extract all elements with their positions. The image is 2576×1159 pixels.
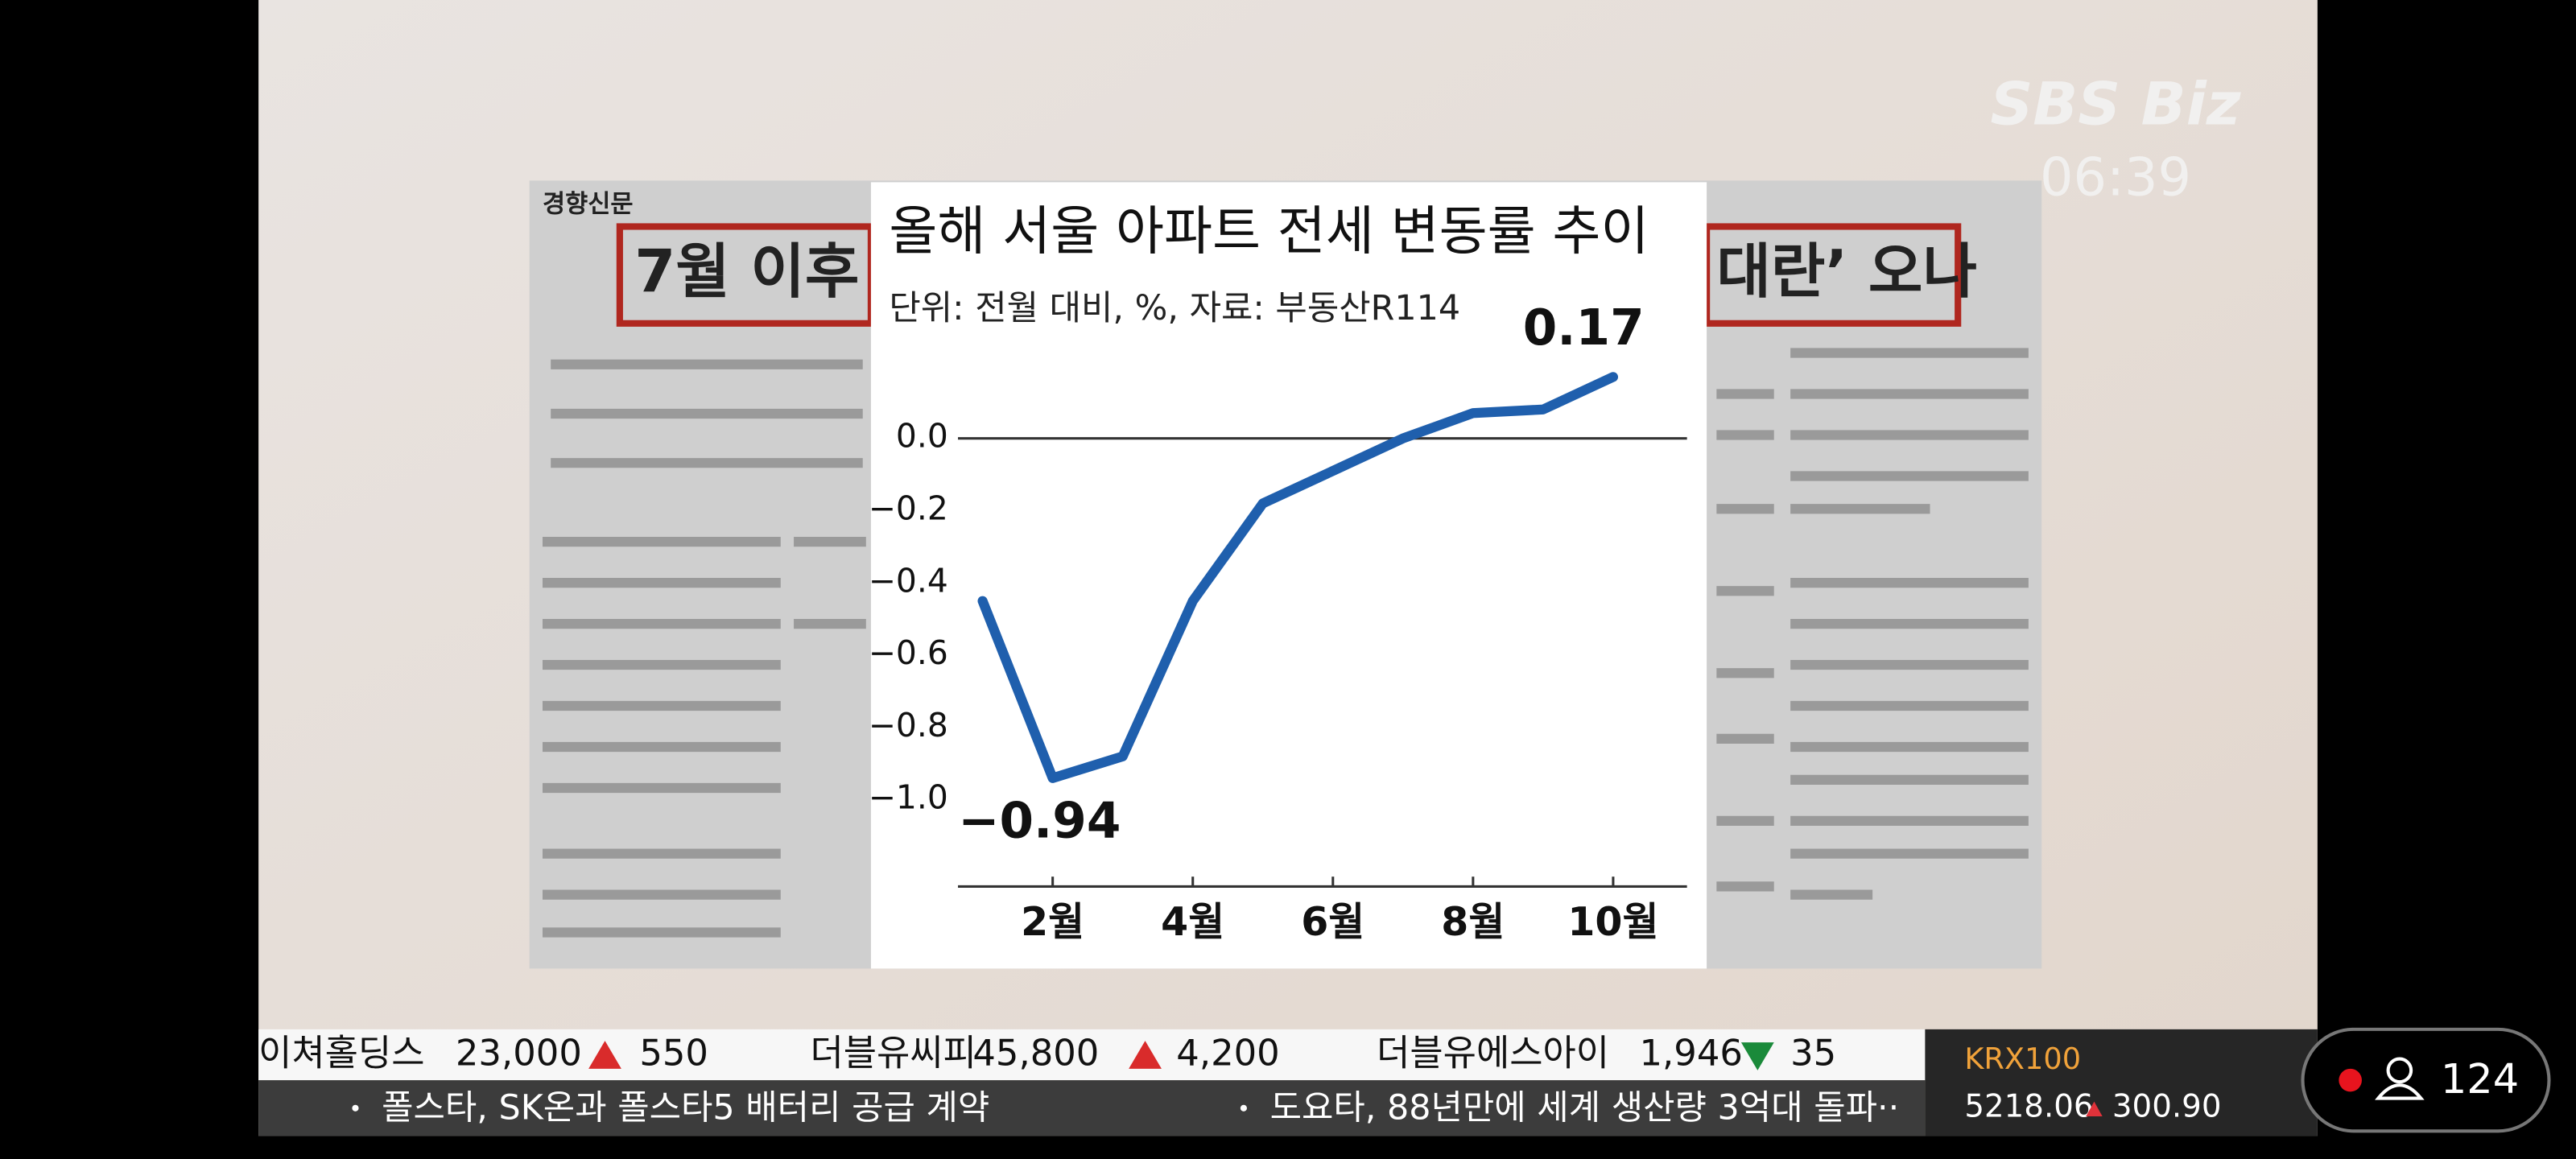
stock-change: 4,200 [1176, 1032, 1279, 1074]
index-box [1925, 1029, 2318, 1136]
x-tick-label: 2월 [1021, 899, 1084, 945]
stock-price: 45,800 [972, 1032, 1099, 1074]
newspaper-name: 경향신문 [543, 190, 634, 218]
y-tick-label: −0.4 [869, 561, 948, 600]
viewer-pill[interactable] [2301, 1027, 2551, 1133]
data-label: −0.94 [958, 792, 1121, 849]
y-tick-label: 0.0 [896, 417, 948, 456]
person-icon [2375, 1057, 2425, 1100]
broadcast-time: 06:39 [2040, 146, 2191, 208]
index-name: KRX100 [1964, 1041, 2081, 1076]
up-arrow [1129, 1041, 1162, 1069]
x-tick-label: 4월 [1161, 899, 1224, 945]
stock-change: 550 [639, 1032, 708, 1074]
y-tick-label: −0.8 [869, 706, 948, 744]
up-arrow [588, 1041, 621, 1069]
x-tick-label: 10월 [1567, 899, 1658, 945]
stock-ticker-bar [258, 1029, 1926, 1081]
stock-price: 1,946 [1639, 1032, 1742, 1074]
stock-name: 이쳐홀딩스 [258, 1032, 424, 1074]
bullet [352, 1104, 359, 1112]
live-dot [2339, 1068, 2362, 1092]
news-headline: 도요타, 88년만에 세계 생산량 3억대 돌파·· [1270, 1087, 1900, 1128]
data-line [977, 372, 1619, 783]
chart: 올해 서울 아파트 전세 변동률 추이 단위: 전월 대비, %, 자료: 부동… [869, 182, 1707, 969]
newspaper-body [542, 348, 2029, 938]
viewer-count: 124 [2441, 1056, 2519, 1103]
news-headline: 폴스타, SK온과 폴스타5 배터리 공급 계약 [382, 1087, 989, 1128]
y-tick-label: −0.2 [869, 489, 948, 527]
news-ticker-bar [258, 1080, 1926, 1136]
data-label: 0.17 [1523, 299, 1645, 357]
x-tick-label: 6월 [1301, 899, 1364, 945]
chart-panel [870, 182, 1707, 969]
chart-subtitle: 단위: 전월 대비, %, 자료: 부동산R114 [889, 288, 1460, 328]
stock-change: 35 [1790, 1032, 1836, 1074]
stock-name: 더블유에스아이 [1377, 1032, 1609, 1074]
up-arrow [2086, 1101, 2103, 1116]
stock-price: 23,000 [456, 1032, 582, 1074]
x-tick-label: 8월 [1441, 899, 1505, 945]
viewer-badge[interactable]: 124 [2301, 1027, 2551, 1133]
stock-name: 더블유씨피 [810, 1032, 976, 1074]
index-change: 300.90 [2112, 1088, 2222, 1124]
channel-logo: SBS Biz [1990, 71, 2241, 139]
index-value: 5218.06 [1964, 1088, 2093, 1124]
y-tick-label: −1.0 [869, 778, 948, 817]
chart-title: 올해 서울 아파트 전세 변동률 추이 [889, 201, 1649, 262]
down-arrow [1740, 1042, 1774, 1070]
headline-text: 대란’ 오나 [1716, 238, 1977, 307]
y-tick-label: −0.6 [869, 633, 948, 672]
bullet [1240, 1104, 1248, 1112]
